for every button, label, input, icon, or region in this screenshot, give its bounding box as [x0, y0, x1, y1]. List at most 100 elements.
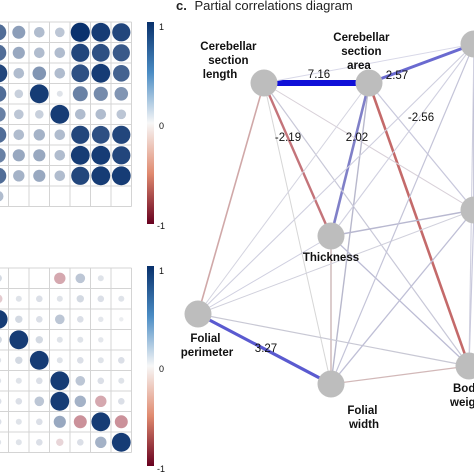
- edge-csl-bw: [263, 82, 470, 367]
- node-label-thickness: Thickness: [303, 252, 359, 264]
- matrix-b-circle: [0, 378, 2, 384]
- matrix-a-circle: [13, 129, 25, 141]
- matrix-a-circle: [54, 170, 66, 182]
- edge-label-length-thickness: -2.19: [275, 132, 301, 144]
- matrix-b-circle: [75, 273, 86, 284]
- matrix-b-circle: [34, 396, 45, 407]
- matrix-b-circle: [35, 336, 43, 344]
- panel-c: c. Partial correlations diagram Cerebell…: [176, 0, 474, 431]
- edge-fw-bw: [330, 365, 470, 385]
- edge-csa-fw: [330, 82, 370, 385]
- matrix-b-circle: [118, 295, 125, 302]
- edge-label-area-top-right: 2.57: [386, 70, 408, 82]
- matrix-a-circle: [35, 110, 44, 119]
- matrix-a-circle: [71, 43, 90, 62]
- node-label-folial-width: Folial width: [347, 405, 380, 431]
- matrix-b-circle: [0, 275, 2, 282]
- colorbar-a-bar: [147, 22, 154, 224]
- colorbar-a-tick-mid: 0: [159, 121, 164, 131]
- matrix-b-circle: [36, 377, 43, 385]
- matrix-b-circle: [56, 295, 63, 302]
- matrix-a-circle: [13, 109, 24, 120]
- matrix-b-circle: [15, 295, 22, 302]
- matrix-b-circles: [0, 272, 131, 452]
- edge-csl-thick: [262, 82, 333, 237]
- matrix-b-circle: [98, 337, 104, 343]
- matrix-a-circle: [112, 125, 131, 144]
- matrix-a-circles: [0, 22, 131, 202]
- network-nodes: [184, 30, 474, 398]
- panel-c-letter: c.: [176, 0, 187, 13]
- matrix-b-circle: [77, 357, 84, 364]
- node-bw: [455, 352, 474, 380]
- matrix-a-circle: [0, 126, 7, 143]
- panel-c-title-text: Partial correlations diagram: [194, 0, 352, 13]
- matrix-a-circle: [70, 145, 90, 165]
- matrix-a-circle: [14, 89, 24, 99]
- matrix-a-circle: [0, 191, 4, 202]
- node-tr: [460, 30, 474, 58]
- matrix-a-circle: [95, 109, 107, 120]
- matrix-a-circle: [34, 27, 45, 38]
- colorbar-b: 1 0 -1: [147, 266, 165, 474]
- matrix-b-circle: [15, 356, 23, 364]
- matrix-b-circle: [29, 350, 49, 370]
- matrix-b-circle: [36, 418, 43, 426]
- matrix-b-circle: [9, 330, 29, 350]
- matrix-b-circle: [54, 272, 66, 284]
- matrix-b-circle: [118, 377, 125, 384]
- node-csa: [355, 69, 383, 97]
- matrix-b-circle: [56, 357, 63, 364]
- matrix-b-circle: [15, 377, 22, 384]
- edge-fp-fw: [197, 312, 332, 386]
- matrix-a-circle: [116, 109, 127, 120]
- matrix-a-circle: [0, 85, 7, 102]
- matrix-b-circle: [119, 317, 124, 322]
- matrix-b-circle: [98, 316, 104, 322]
- node-rm: [460, 196, 474, 224]
- matrix-a-circle: [12, 25, 26, 39]
- matrix-a-circle: [0, 167, 7, 184]
- matrix-a-circle: [71, 125, 90, 144]
- matrix-a-circle: [113, 65, 130, 82]
- node-thick: [317, 222, 345, 250]
- matrix-a-circle: [71, 64, 90, 83]
- matrix-b-circle: [118, 398, 125, 405]
- node-label-cerebellar-section-length: Cerebellar section length: [200, 41, 259, 81]
- matrix-b-circle: [118, 357, 125, 364]
- matrix-b-circle: [73, 415, 87, 429]
- colorbar-b-bar: [147, 266, 154, 466]
- edge-fp-bw: [197, 313, 470, 367]
- matrix-a-circle: [91, 166, 111, 186]
- matrix-a-circle: [12, 149, 25, 162]
- colorbar-a: 1 0 -1: [147, 22, 165, 231]
- edge-csl-tr: [263, 43, 474, 84]
- matrix-b-circle: [55, 314, 65, 325]
- matrix-b-circle: [0, 294, 3, 303]
- matrix-a-circle: [93, 86, 108, 101]
- matrix-b-circle: [15, 439, 22, 446]
- matrix-b-circle: [95, 436, 107, 448]
- matrix-b-circle: [0, 310, 8, 329]
- edge-fw-rm: [330, 209, 474, 385]
- matrix-a-circle: [0, 44, 7, 61]
- matrix-a-circle: [0, 148, 6, 163]
- matrix-b-circle: [77, 439, 84, 446]
- matrix-a-circle: [29, 84, 49, 104]
- edge-csa-fp: [197, 82, 370, 315]
- colorbar-b-tick-bottom: -1: [157, 464, 165, 474]
- edge-csl-fw: [263, 82, 332, 385]
- matrix-b-circle: [0, 336, 2, 344]
- matrix-a-circle: [72, 86, 88, 102]
- edge-fw-tr: [330, 43, 474, 385]
- matrix-b-circle: [36, 316, 43, 323]
- matrix-a-circle: [112, 146, 131, 165]
- matrix-b-circle: [97, 377, 105, 385]
- node-fp: [184, 300, 212, 328]
- matrix-a-circle: [33, 149, 46, 162]
- matrix-a-circle: [12, 46, 25, 59]
- matrix-a-circle: [70, 22, 90, 42]
- matrix-a-circle: [91, 125, 110, 144]
- matrix-a-circle: [56, 90, 63, 97]
